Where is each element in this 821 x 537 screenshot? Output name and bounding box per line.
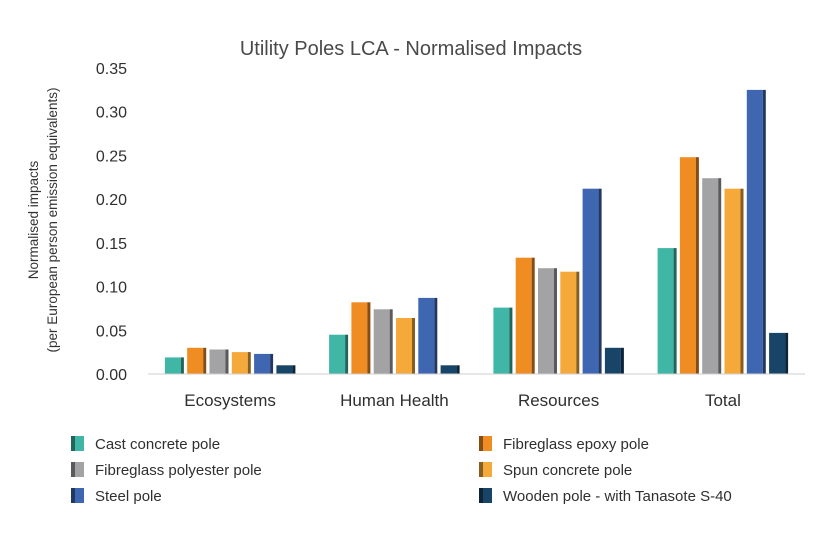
x-axis-ticks: Ecosystems Human Health Resources Total bbox=[184, 391, 741, 410]
y-tick-label: 0.10 bbox=[96, 280, 127, 297]
legend-swatch-edge bbox=[71, 436, 75, 451]
bar bbox=[209, 349, 226, 374]
legend-label: Fibreglass epoxy pole bbox=[503, 436, 649, 453]
bar bbox=[657, 248, 674, 374]
bar bbox=[702, 178, 719, 374]
x-tick-label: Total bbox=[705, 391, 741, 410]
bar-edge bbox=[345, 334, 349, 374]
bar bbox=[254, 353, 271, 374]
y-tick-label: 0.35 bbox=[96, 61, 127, 78]
y-tick-label: 0.15 bbox=[96, 236, 127, 253]
bar-edge bbox=[456, 365, 460, 374]
bar bbox=[440, 365, 457, 374]
bar-edge bbox=[718, 178, 722, 374]
bars bbox=[164, 89, 789, 375]
bar-edge bbox=[225, 349, 229, 374]
bar-edge bbox=[509, 307, 513, 374]
bar bbox=[493, 307, 510, 374]
bar-edge bbox=[180, 357, 184, 374]
bar-edge bbox=[762, 89, 766, 375]
bar-edge bbox=[270, 353, 274, 374]
bar bbox=[515, 257, 532, 374]
bar-edge bbox=[389, 309, 393, 374]
bar-edge bbox=[740, 188, 744, 374]
legend-swatch-edge bbox=[71, 488, 75, 503]
bar bbox=[418, 297, 435, 374]
bar-edge bbox=[292, 365, 296, 374]
bar bbox=[329, 334, 346, 374]
bar bbox=[351, 302, 368, 374]
legend-label: Fibreglass polyester pole bbox=[95, 462, 262, 479]
y-axis-label: Normalised impacts bbox=[26, 160, 41, 279]
y-tick-label: 0.25 bbox=[96, 148, 127, 165]
bar-edge bbox=[203, 347, 207, 374]
bar-edge bbox=[554, 268, 557, 374]
bar-edge bbox=[620, 347, 624, 374]
y-tick-label: 0.00 bbox=[96, 367, 127, 384]
bar bbox=[538, 268, 554, 374]
bar bbox=[582, 188, 599, 374]
y-tick-label: 0.20 bbox=[96, 192, 127, 209]
y-axis-ticks: 0.00 0.05 0.10 0.15 0.20 0.25 0.30 0.35 bbox=[96, 61, 127, 384]
legend-label: Spun concrete pole bbox=[503, 462, 632, 479]
bar-edge bbox=[598, 188, 602, 374]
bar-edge bbox=[247, 352, 251, 374]
bar-edge bbox=[412, 318, 415, 374]
bar-edge bbox=[673, 248, 677, 374]
bar bbox=[679, 157, 696, 374]
bar-edge bbox=[531, 257, 535, 374]
bar-edge bbox=[695, 157, 699, 374]
x-tick-label: Ecosystems bbox=[184, 391, 276, 410]
bar bbox=[746, 89, 763, 375]
bar bbox=[769, 332, 786, 374]
x-tick-label: Resources bbox=[518, 391, 599, 410]
bar bbox=[560, 271, 577, 374]
bar-edge bbox=[576, 271, 580, 374]
legend: Cast concrete pole Fibreglass epoxy pole F… bbox=[71, 436, 732, 505]
bar bbox=[164, 357, 181, 374]
bar bbox=[396, 318, 412, 374]
y-tick-label: 0.30 bbox=[96, 105, 127, 122]
bar bbox=[276, 365, 293, 374]
legend-swatch-edge bbox=[479, 488, 483, 503]
bar bbox=[231, 352, 248, 374]
legend-swatch-edge bbox=[479, 436, 483, 451]
bar bbox=[187, 347, 204, 374]
legend-label: Cast concrete pole bbox=[95, 436, 220, 453]
chart-title: Utility Poles LCA - Normalised Impacts bbox=[240, 38, 582, 60]
bar bbox=[604, 347, 621, 374]
legend-label: Steel pole bbox=[95, 488, 162, 505]
bar-edge bbox=[367, 302, 371, 374]
y-tick-label: 0.05 bbox=[96, 323, 127, 340]
x-tick-label: Human Health bbox=[340, 391, 449, 410]
bar-edge bbox=[785, 332, 789, 374]
legend-swatch-edge bbox=[71, 462, 75, 477]
legend-swatch-edge bbox=[479, 462, 483, 477]
legend-label: Wooden pole - with Tanasote S-40 bbox=[503, 488, 732, 505]
bar-edge bbox=[434, 297, 438, 374]
bar bbox=[724, 188, 741, 374]
bar bbox=[373, 309, 390, 374]
y-axis-label-units: (per European person emission equivalent… bbox=[45, 88, 60, 353]
